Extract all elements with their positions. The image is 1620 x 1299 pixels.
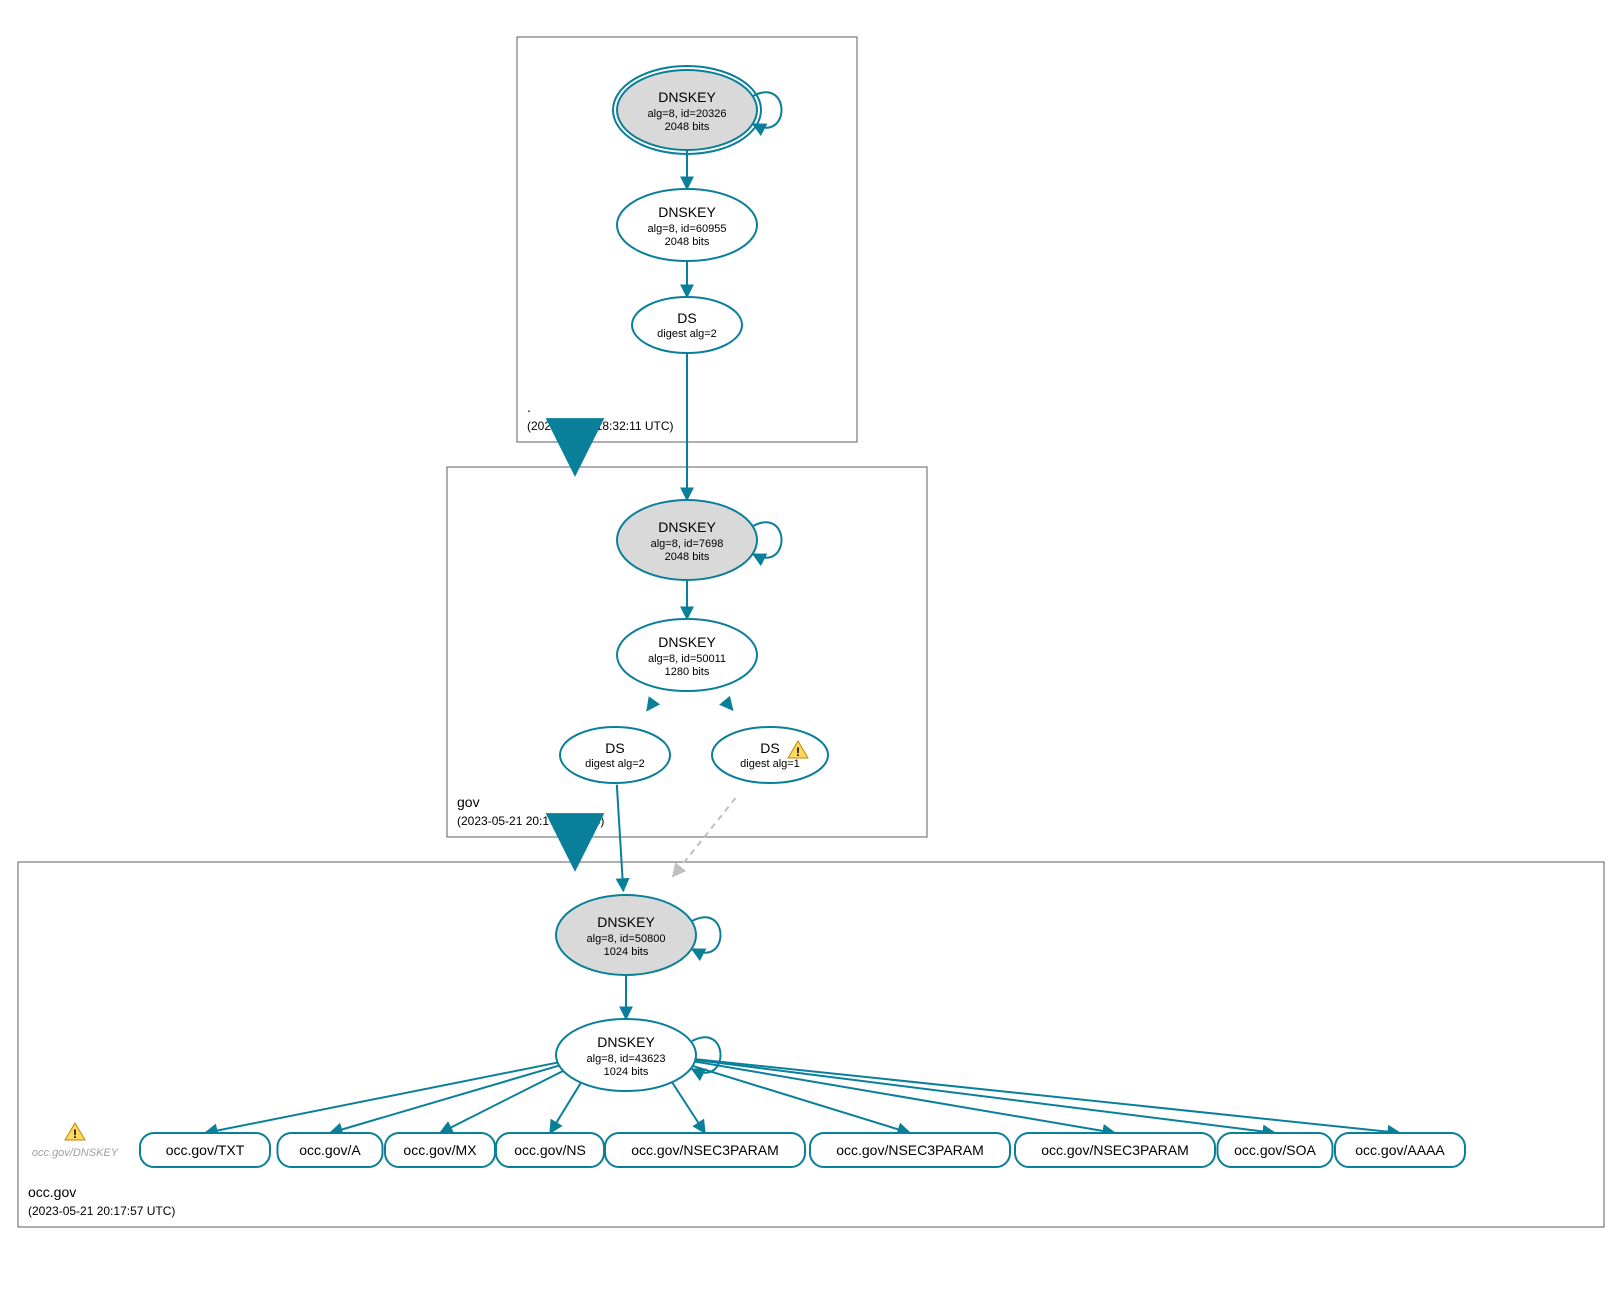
warning-icon: ! xyxy=(65,1123,85,1141)
zone-box-occ: occ.gov (2023-05-21 20:17:57 UTC) xyxy=(18,862,1604,1227)
svg-text:alg=8, id=43623: alg=8, id=43623 xyxy=(587,1053,666,1065)
svg-text:gov: gov xyxy=(457,794,480,810)
edge-gov_zsk-gov_ds1 xyxy=(731,708,733,710)
svg-text:occ.gov/TXT: occ.gov/TXT xyxy=(166,1142,245,1158)
svg-text:occ.gov/NSEC3PARAM: occ.gov/NSEC3PARAM xyxy=(1041,1142,1189,1158)
svg-text:DS: DS xyxy=(760,740,779,756)
svg-text:occ.gov/SOA: occ.gov/SOA xyxy=(1234,1142,1316,1158)
node-gov_ksk: DNSKEY alg=8, id=76982048 bits xyxy=(617,500,782,580)
svg-text:1280 bits: 1280 bits xyxy=(665,666,710,678)
node-occ-warn: ! occ.gov/DNSKEY xyxy=(32,1123,119,1159)
node-occ_ksk: DNSKEY alg=8, id=508001024 bits xyxy=(556,895,721,975)
rrset-rr_ns: occ.gov/NS xyxy=(496,1133,604,1167)
svg-text:(2023-05-21 20:17:53 UTC): (2023-05-21 20:17:53 UTC) xyxy=(457,814,604,828)
svg-text:digest alg=2: digest alg=2 xyxy=(585,758,645,770)
rrset-rr_n3p2: occ.gov/NSEC3PARAM xyxy=(810,1133,1010,1167)
rrset-rr_n3p3: occ.gov/NSEC3PARAM xyxy=(1015,1133,1215,1167)
rrset-rr_a: occ.gov/A xyxy=(278,1133,383,1167)
rrset-rr_n3p1: occ.gov/NSEC3PARAM xyxy=(605,1133,805,1167)
edge-occ_zsk-rr_a xyxy=(330,1063,568,1133)
node-root_ds: DS digest alg=2 xyxy=(632,297,742,353)
edge-occ_zsk-rr_aaaa xyxy=(685,1058,1400,1133)
svg-text:(2023-05-21 20:17:57 UTC): (2023-05-21 20:17:57 UTC) xyxy=(28,1204,175,1218)
svg-text:alg=8, id=60955: alg=8, id=60955 xyxy=(648,223,727,235)
svg-text:!: ! xyxy=(796,745,800,759)
node-occ_zsk: DNSKEY alg=8, id=436231024 bits xyxy=(556,1019,721,1091)
svg-text:digest alg=1: digest alg=1 xyxy=(740,758,800,770)
svg-text:1024 bits: 1024 bits xyxy=(604,1066,649,1078)
svg-text:DNSKEY: DNSKEY xyxy=(597,1034,655,1050)
edge-gov_zsk-gov_ds2 xyxy=(647,709,648,710)
svg-text:DS: DS xyxy=(677,310,696,326)
svg-text:(2023-05-21 18:32:11 UTC): (2023-05-21 18:32:11 UTC) xyxy=(527,419,674,433)
svg-text:1024 bits: 1024 bits xyxy=(604,946,649,958)
rrset-rr_mx: occ.gov/MX xyxy=(385,1133,495,1167)
svg-text:alg=8, id=7698: alg=8, id=7698 xyxy=(651,538,724,550)
node-gov_zsk: DNSKEY alg=8, id=500111280 bits xyxy=(617,619,757,691)
svg-text:occ.gov/MX: occ.gov/MX xyxy=(403,1142,477,1158)
svg-text:DNSKEY: DNSKEY xyxy=(658,204,716,220)
edge-gov_ds2-occ_ksk xyxy=(617,785,623,891)
svg-text:DNSKEY: DNSKEY xyxy=(658,519,716,535)
svg-text:occ.gov/AAAA: occ.gov/AAAA xyxy=(1355,1142,1445,1158)
svg-text:alg=8, id=50011: alg=8, id=50011 xyxy=(648,653,726,665)
svg-text:DS: DS xyxy=(605,740,624,756)
svg-text:alg=8, id=20326: alg=8, id=20326 xyxy=(648,108,727,120)
svg-text:digest alg=2: digest alg=2 xyxy=(657,328,717,340)
edge-occ_zsk-rr_n3p1 xyxy=(668,1076,705,1133)
svg-text:occ.gov: occ.gov xyxy=(28,1184,76,1200)
svg-text:DNSKEY: DNSKEY xyxy=(658,89,716,105)
edge-occ_zsk-rr_mx xyxy=(440,1067,571,1133)
rrset-rr_soa: occ.gov/SOA xyxy=(1218,1133,1333,1167)
svg-text:occ.gov/NSEC3PARAM: occ.gov/NSEC3PARAM xyxy=(631,1142,779,1158)
svg-text:!: ! xyxy=(73,1127,77,1141)
node-root_ksk: DNSKEY alg=8, id=203262048 bits xyxy=(613,66,782,154)
edge-occ_zsk-rr_ns xyxy=(550,1077,584,1133)
svg-text:DNSKEY: DNSKEY xyxy=(597,914,655,930)
svg-text:alg=8, id=50800: alg=8, id=50800 xyxy=(587,933,666,945)
node-gov_ds1: DS digest alg=1! xyxy=(712,727,828,783)
svg-text:DNSKEY: DNSKEY xyxy=(658,634,716,650)
dnssec-chain-diagram: . (2023-05-21 18:32:11 UTC) gov (2023-05-21… xyxy=(0,0,1620,1299)
svg-text:2048 bits: 2048 bits xyxy=(665,551,710,563)
rrset-rr_txt: occ.gov/TXT xyxy=(140,1133,270,1167)
rrset-rr_aaaa: occ.gov/AAAA xyxy=(1335,1133,1465,1167)
node-gov_ds2: DS digest alg=2 xyxy=(560,727,670,783)
node-root_zsk: DNSKEY alg=8, id=609552048 bits xyxy=(617,189,757,261)
svg-text:occ.gov/NS: occ.gov/NS xyxy=(514,1142,586,1158)
edge-occ_zsk-rr_soa xyxy=(685,1059,1275,1133)
svg-text:.: . xyxy=(527,399,531,415)
svg-text:occ.gov/DNSKEY: occ.gov/DNSKEY xyxy=(32,1147,119,1159)
svg-text:2048 bits: 2048 bits xyxy=(665,236,710,248)
svg-text:occ.gov/NSEC3PARAM: occ.gov/NSEC3PARAM xyxy=(836,1142,984,1158)
svg-text:occ.gov/A: occ.gov/A xyxy=(299,1142,361,1158)
svg-text:2048 bits: 2048 bits xyxy=(665,121,710,133)
